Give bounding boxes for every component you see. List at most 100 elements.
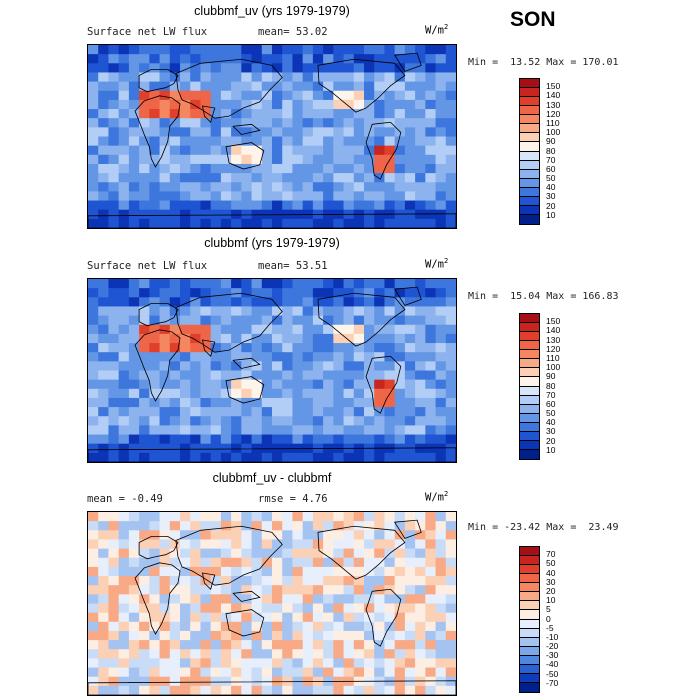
panel-2-mean-stat: mean= 53.51: [258, 260, 328, 272]
coastline: [365, 121, 402, 180]
panel-3-mean-stat: mean = -0.49: [87, 493, 163, 505]
panel-2-min-max: Min = 15.04 Max = 166.83: [468, 291, 619, 302]
colorbar-swatch: [520, 341, 539, 351]
colorbar-tick-label: 50: [546, 558, 556, 569]
colorbar-tick-label: 150: [546, 81, 561, 92]
colorbar-tick-label: -30: [546, 650, 559, 661]
colorbar-swatch: [520, 574, 539, 584]
colorbar-swatch: [520, 377, 539, 387]
panel-1-colorbar: [519, 78, 540, 225]
coastline: [175, 525, 283, 586]
colorbar-swatch: [520, 359, 539, 369]
panel-3-colorbar: [519, 546, 540, 693]
coastline: [201, 105, 216, 124]
coastline: [134, 95, 181, 168]
colorbar-tick-label: 120: [546, 343, 561, 354]
colorbar-tick-label: 100: [546, 127, 561, 138]
colorbar-tick-label: -40: [546, 659, 559, 670]
coastline: [365, 588, 402, 647]
colorbar-tick-label: 60: [546, 163, 556, 174]
colorbar-tick-label: 80: [546, 145, 556, 156]
panel-2-units: W/m2: [425, 257, 449, 271]
colorbar-tick-label: 150: [546, 316, 561, 327]
coastline: [225, 609, 265, 637]
panel-3-units: W/m2: [425, 490, 449, 504]
colorbar-swatch: [520, 187, 539, 197]
colorbar-swatch: [520, 440, 539, 450]
panel-1-title: clubbmf_uv (yrs 1979-1979): [194, 4, 350, 18]
coastline: [88, 680, 456, 695]
colorbar-tick-label: 50: [546, 408, 556, 419]
colorbar-tick-label: 40: [546, 182, 556, 193]
colorbar-tick-label: 90: [546, 371, 556, 382]
colorbar-swatch: [520, 422, 539, 432]
panel-1-mean-stat: mean= 53.02: [258, 26, 328, 38]
colorbar-swatch: [520, 115, 539, 125]
colorbar-swatch: [520, 205, 539, 215]
colorbar-swatch: [520, 88, 539, 98]
panel-2-title: clubbmf (yrs 1979-1979): [204, 236, 340, 250]
coastline: [365, 355, 402, 414]
coastline: [317, 58, 406, 113]
colorbar-swatch: [520, 673, 539, 683]
colorbar-swatch: [520, 610, 539, 620]
colorbar-swatch: [520, 395, 539, 405]
colorbar-swatch: [520, 547, 539, 557]
colorbar-swatch: [520, 368, 539, 378]
colorbar-tick-label: 120: [546, 108, 561, 119]
colorbar-swatch: [520, 79, 539, 89]
colorbar-tick-label: -20: [546, 641, 559, 652]
colorbar-tick-label: 30: [546, 426, 556, 437]
panel-1-units: W/m2: [425, 23, 449, 37]
panel-3-rmse-stat: rmse = 4.76: [258, 493, 328, 505]
colorbar-tick-label: 50: [546, 173, 556, 184]
colorbar-tick-label: 130: [546, 334, 561, 345]
coastline: [88, 213, 456, 228]
colorbar-tick-label: 5: [546, 604, 551, 615]
colorbar-swatch: [520, 664, 539, 674]
coastline: [232, 590, 261, 602]
panel-3-title: clubbmf_uv - clubbmf: [212, 471, 332, 485]
colorbar-tick-label: 40: [546, 567, 556, 578]
panel-2-map: [87, 278, 457, 463]
colorbar-swatch: [520, 404, 539, 414]
colorbar-swatch: [520, 449, 539, 459]
coastline: [201, 339, 216, 358]
colorbar-tick-label: 140: [546, 90, 561, 101]
coastline: [393, 52, 422, 72]
colorbar-tick-label: 20: [546, 200, 556, 211]
colorbar-tick-label: 10: [546, 444, 556, 455]
colorbar-tick-label: 140: [546, 325, 561, 336]
colorbar-swatch: [520, 682, 539, 692]
colorbar-swatch: [520, 97, 539, 107]
coastline: [88, 447, 456, 462]
coastline: [393, 286, 422, 306]
colorbar-swatch: [520, 583, 539, 593]
colorbar-swatch: [520, 413, 539, 423]
coastline: [317, 292, 406, 347]
colorbar-swatch: [520, 314, 539, 324]
colorbar-tick-label: 70: [546, 549, 556, 560]
colorbar-swatch: [520, 323, 539, 333]
colorbar-swatch: [520, 178, 539, 188]
colorbar-swatch: [520, 332, 539, 342]
colorbar-tick-label: 40: [546, 417, 556, 428]
coastline: [225, 376, 265, 404]
colorbar-swatch: [520, 619, 539, 629]
panel-3-map: [87, 511, 457, 696]
colorbar-tick-label: 130: [546, 99, 561, 110]
coastline: [201, 572, 216, 591]
colorbar-tick-label: -70: [546, 677, 559, 688]
panel-3-min-max: Min = -23.42 Max = 23.49: [468, 522, 619, 533]
colorbar-swatch: [520, 214, 539, 224]
colorbar-tick-label: 10: [546, 209, 556, 220]
colorbar-tick-label: -50: [546, 668, 559, 679]
colorbar-swatch: [520, 196, 539, 206]
colorbar-tick-label: 30: [546, 576, 556, 587]
colorbar-swatch: [520, 655, 539, 665]
coastline: [134, 329, 181, 402]
colorbar-swatch: [520, 565, 539, 575]
colorbar-tick-label: 70: [546, 154, 556, 165]
colorbar-swatch: [520, 169, 539, 179]
colorbar-swatch: [520, 350, 539, 360]
